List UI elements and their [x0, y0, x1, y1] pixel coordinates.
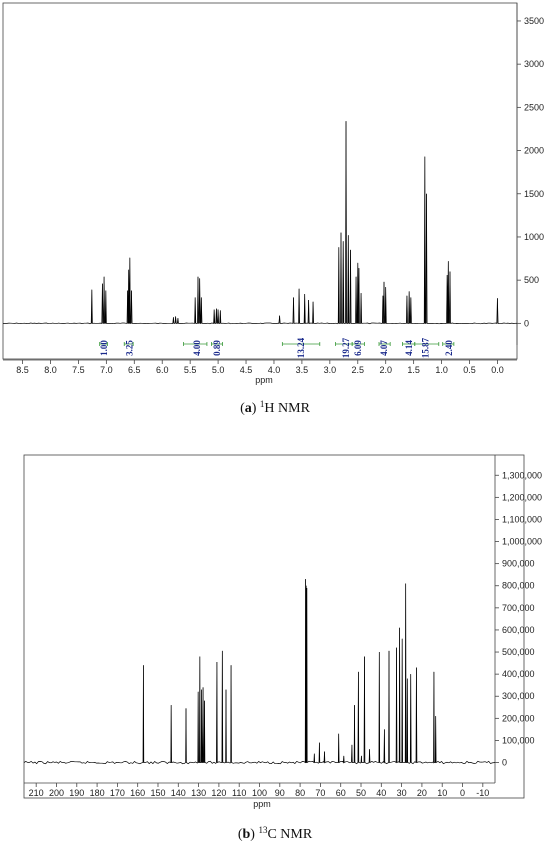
- y-tick-label: 500,000: [502, 647, 535, 657]
- integral-label: 4.00: [192, 340, 202, 356]
- c-nmr-frame: [23, 454, 525, 799]
- y-tick-label: 0: [524, 318, 529, 328]
- x-tick-label: 100: [252, 788, 267, 798]
- x-tick-label: 210: [29, 788, 44, 798]
- y-tick-label: 300,000: [502, 691, 535, 701]
- y-tick-label: 100,000: [502, 735, 535, 745]
- x-tick-label: 130: [191, 788, 206, 798]
- x-tick-label: 8.5: [16, 365, 29, 375]
- h-nmr-x-label: ppm: [255, 375, 273, 385]
- x-tick-label: 2.0: [379, 365, 392, 375]
- y-tick-label: 1000: [524, 232, 544, 242]
- x-tick-label: 7.5: [72, 365, 85, 375]
- x-tick-label: 140: [171, 788, 186, 798]
- x-tick-label: 5.0: [212, 365, 225, 375]
- x-tick-label: 60: [336, 788, 346, 798]
- x-tick-label: 0: [460, 788, 465, 798]
- x-tick-label: 150: [150, 788, 165, 798]
- x-tick-label: 0.5: [463, 365, 476, 375]
- x-tick-label: 3.5: [296, 365, 309, 375]
- x-tick-label: 4.5: [240, 365, 253, 375]
- x-tick-label: 6.0: [156, 365, 169, 375]
- c-nmr-panel: 0 100,000 200,000 300,000 400,000 500,000 600,…: [23, 454, 542, 809]
- y-tick-label: 2000: [524, 146, 544, 156]
- x-tick-label: 0.0: [491, 365, 504, 375]
- integral-label: 4.14: [404, 340, 414, 356]
- h-nmr-spectrum-line: [2, 121, 518, 325]
- y-tick-label: 1,300,000: [502, 470, 542, 480]
- x-tick-label: 20: [417, 788, 427, 798]
- y-tick-label: 3500: [524, 16, 544, 26]
- x-tick-label: 80: [295, 788, 305, 798]
- x-tick-label: 1.5: [407, 365, 420, 375]
- h-nmr-caption: (a) 1H NMR: [240, 399, 311, 416]
- integral-label: 2.40: [444, 340, 454, 356]
- integral-label: 19.27: [341, 337, 351, 358]
- y-tick-label: 600,000: [502, 625, 535, 635]
- c-nmr-x-label: ppm: [253, 799, 271, 809]
- x-tick-label: 110: [232, 788, 246, 798]
- x-tick-label: 1.0: [435, 365, 448, 375]
- h-nmr-x-ticks: 8.5 8.0 7.5 7.0 6.5 6.0 5.5 5.0 4.5 4.0 3.5 3.0 2.5 2…: [16, 360, 504, 375]
- x-tick-label: 30: [397, 788, 407, 798]
- integral-label: 0.89: [212, 340, 222, 356]
- x-tick-label: 4.0: [268, 365, 281, 375]
- x-tick-label: 6.5: [128, 365, 141, 375]
- x-tick-label: 190: [69, 788, 84, 798]
- x-tick-label: 70: [315, 788, 325, 798]
- y-tick-label: 1,000,000: [502, 537, 542, 547]
- h-nmr-y-ticks: 0 500 1000 1500 2000 2500 3000 3500: [517, 16, 544, 328]
- y-tick-label: 500: [524, 275, 539, 285]
- integral-label: 6.09: [353, 340, 363, 356]
- c-nmr-spectrum-line: [23, 579, 496, 765]
- x-tick-label: 200: [49, 788, 64, 798]
- y-tick-label: 0: [502, 758, 507, 768]
- integral-label: 3.25: [124, 340, 134, 356]
- x-tick-label: 160: [130, 788, 145, 798]
- y-tick-label: 1,100,000: [502, 514, 542, 524]
- y-tick-label: 1500: [524, 189, 544, 199]
- h-nmr-frame: [2, 2, 518, 360]
- y-tick-label: 2500: [524, 102, 544, 112]
- c-nmr-y-ticks: 0 100,000 200,000 300,000 400,000 500,000 600,…: [495, 470, 542, 768]
- h-nmr-panel: 0 500 1000 1500 2000 2500 3000 3500 8.5 8.0 7.5 7.…: [2, 2, 544, 385]
- integral-label: 1.00: [99, 340, 109, 356]
- x-tick-label: 5.5: [184, 365, 197, 375]
- peak-marks: [91, 121, 498, 324]
- y-tick-label: 800,000: [502, 581, 535, 591]
- c-nmr-caption: (b) 13C NMR: [238, 825, 313, 842]
- y-tick-label: 900,000: [502, 559, 535, 569]
- x-tick-label: 90: [275, 788, 285, 798]
- x-tick-label: 2.5: [352, 365, 365, 375]
- x-tick-label: 3.0: [324, 365, 337, 375]
- y-tick-label: 1,200,000: [502, 492, 542, 502]
- x-tick-label: -10: [476, 788, 489, 798]
- integral-label: 4.07: [379, 340, 389, 356]
- y-tick-label: 400,000: [502, 669, 535, 679]
- h-nmr-integrals: 1.00 3.25 4.00 0.89 13.24 19.27 6.09 4.07 4.14 15…: [99, 337, 455, 358]
- x-tick-label: 8.0: [44, 365, 57, 375]
- x-tick-label: 10: [437, 788, 447, 798]
- x-tick-label: 170: [110, 788, 125, 798]
- y-tick-label: 700,000: [502, 603, 535, 613]
- x-tick-label: 180: [90, 788, 105, 798]
- y-tick-label: 3000: [524, 59, 544, 69]
- c-nmr-x-ticks: 210 200 190 180 170 160 150 140 130 120 110 100 90 80…: [29, 783, 489, 798]
- x-tick-label: 50: [356, 788, 366, 798]
- integral-label: 15.87: [420, 337, 430, 358]
- peak-marks: [143, 579, 437, 763]
- y-tick-label: 200,000: [502, 713, 535, 723]
- x-tick-label: 40: [376, 788, 386, 798]
- x-tick-label: 120: [211, 788, 226, 798]
- integral-label: 13.24: [296, 337, 306, 358]
- x-tick-label: 7.0: [100, 365, 113, 375]
